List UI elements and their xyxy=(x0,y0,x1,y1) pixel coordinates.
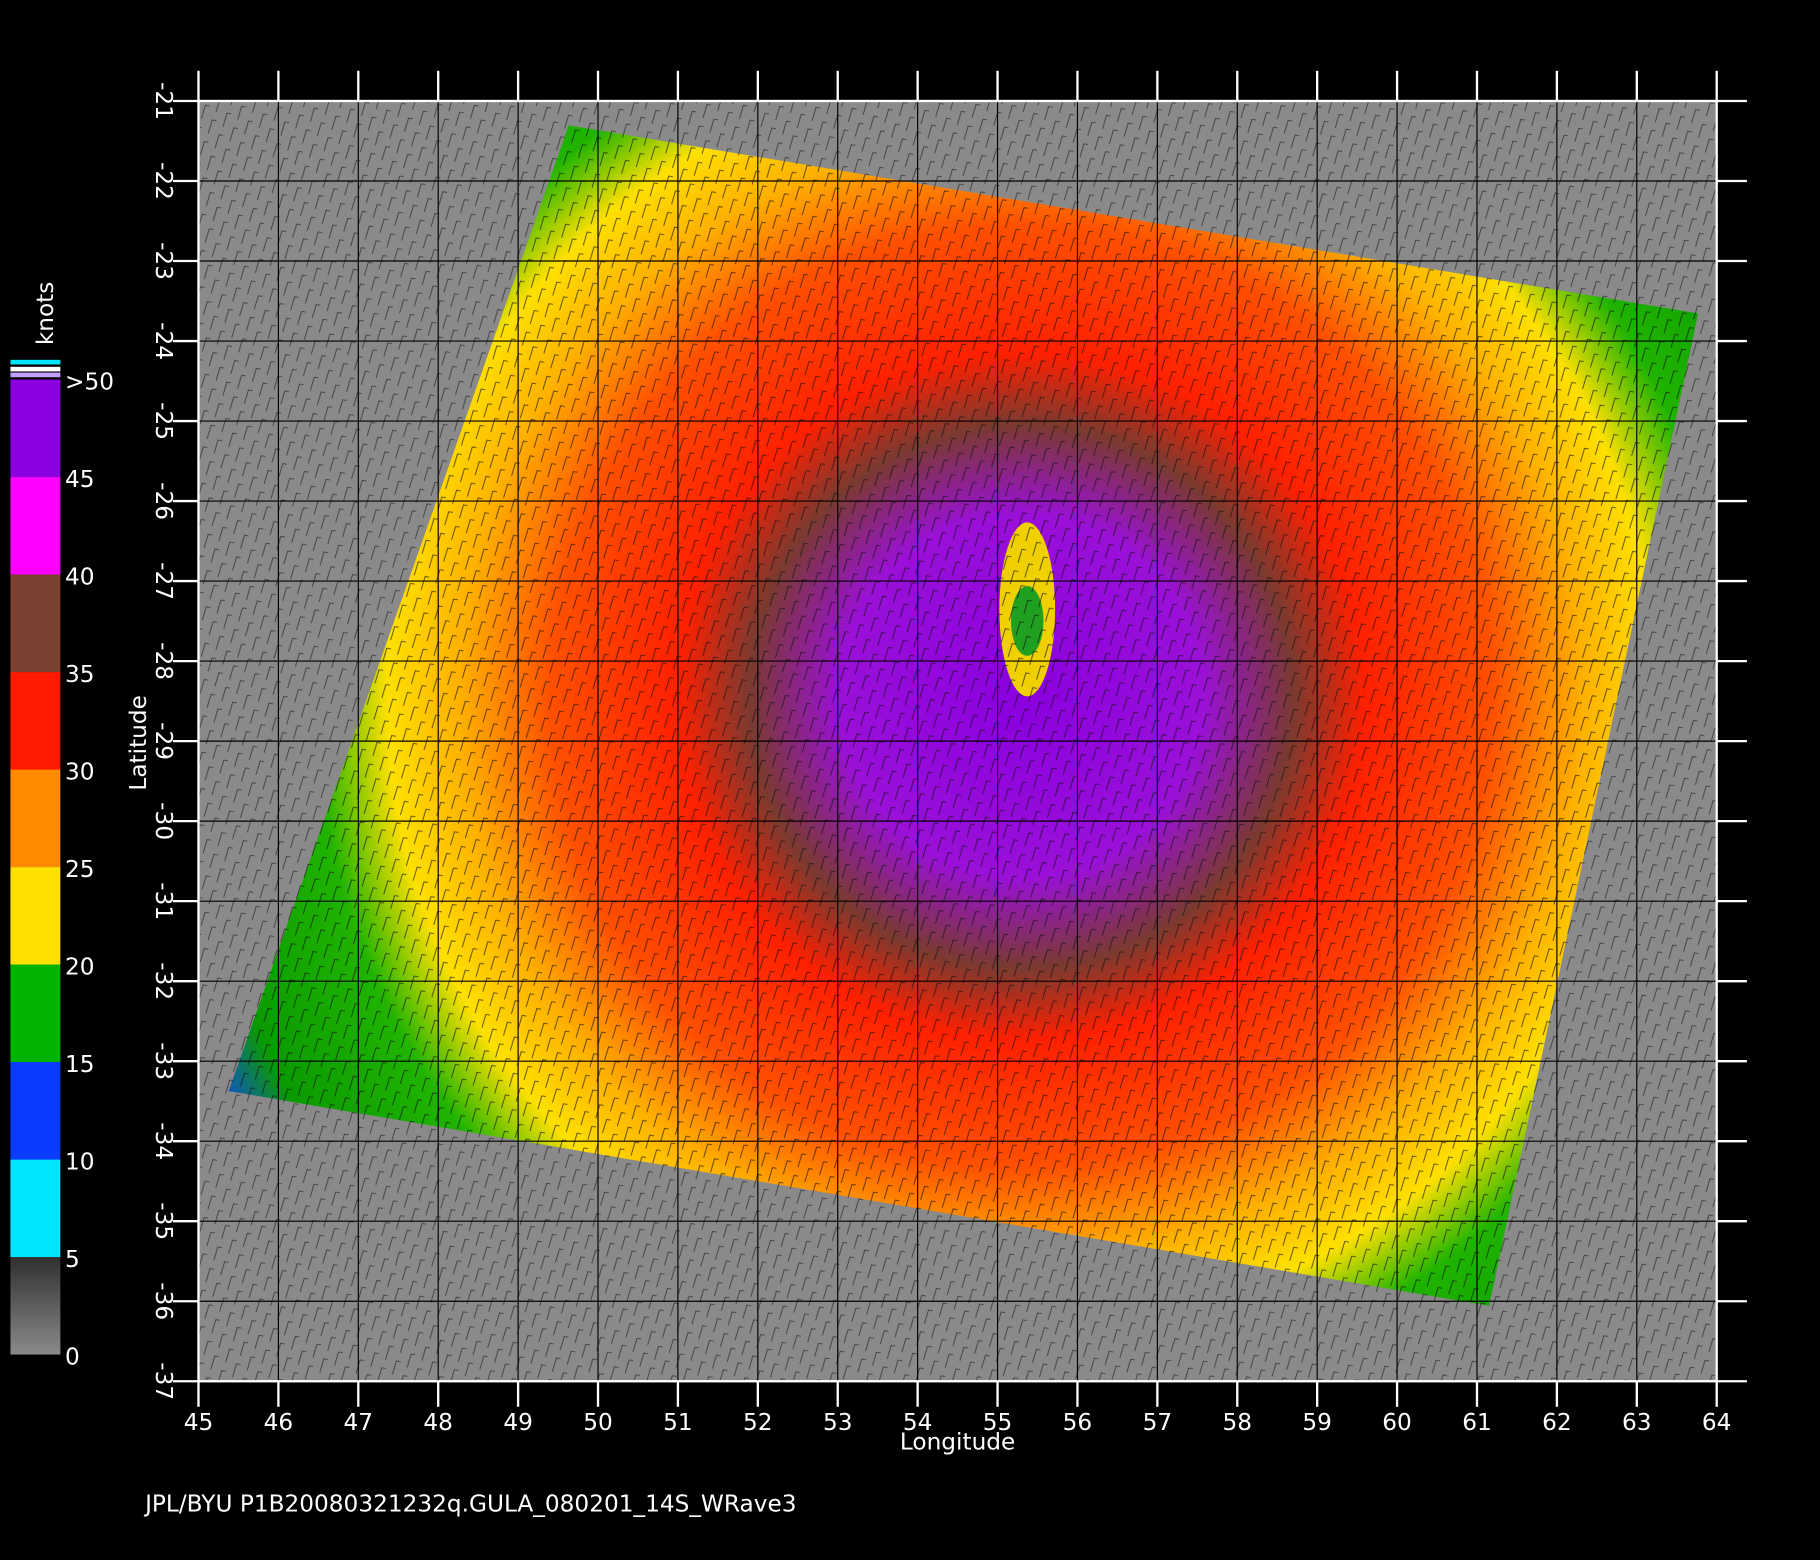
colorbar-segment xyxy=(10,1062,61,1160)
colorbar-label: >50 xyxy=(65,369,114,396)
colorbar-segment xyxy=(10,964,61,1063)
x-tick-label: 64 xyxy=(1702,1409,1732,1436)
colorbar-stripe xyxy=(10,372,61,378)
x-tick-label: 46 xyxy=(264,1409,294,1436)
y-tick-label: -24 xyxy=(150,322,177,360)
y-tick-label: -23 xyxy=(150,242,177,280)
x-tick-label: 47 xyxy=(344,1409,374,1436)
colorbar-segment xyxy=(10,1159,61,1258)
x-tick-label: 54 xyxy=(903,1409,933,1436)
y-tick-label: -35 xyxy=(150,1202,177,1240)
y-tick-label: -29 xyxy=(150,722,177,760)
colorbar-label: 0 xyxy=(65,1344,80,1371)
y-tick-label: -33 xyxy=(150,1042,177,1080)
colorbar-segment xyxy=(10,867,61,965)
y-tick-label: -22 xyxy=(150,162,177,200)
colorbar-label: 35 xyxy=(65,661,95,688)
x-tick-label: 55 xyxy=(983,1409,1013,1436)
x-tick-label: 53 xyxy=(823,1409,853,1436)
colorbar-label: 30 xyxy=(65,759,95,786)
x-tick-label: 51 xyxy=(663,1409,693,1436)
y-tick-label: -37 xyxy=(150,1362,177,1400)
x-tick-label: 62 xyxy=(1542,1409,1572,1436)
colorbar-segment xyxy=(10,769,61,868)
x-tick-label: 52 xyxy=(743,1409,773,1436)
colorbar-segment xyxy=(10,379,61,478)
x-tick-label: 57 xyxy=(1143,1409,1173,1436)
x-tick-label: 58 xyxy=(1222,1409,1252,1436)
y-tick-label: -27 xyxy=(150,562,177,600)
colorbar-label: 40 xyxy=(65,564,95,591)
y-axis-label: Latitude xyxy=(125,695,152,791)
x-axis-label: Longitude xyxy=(900,1429,1015,1456)
colorbar-label: 45 xyxy=(65,466,95,493)
y-tick-label: -30 xyxy=(150,802,177,840)
grid: 45 46 47 48 49 50 51 52 53 54 55 56 57 58 59 60 61 62 63 64… xyxy=(150,70,1747,1436)
colorbar-segment xyxy=(10,672,61,770)
x-tick-label: 61 xyxy=(1462,1409,1492,1436)
x-tick-label: 48 xyxy=(423,1409,453,1436)
x-tick-label: 59 xyxy=(1302,1409,1332,1436)
x-tick-label: 56 xyxy=(1063,1409,1093,1436)
colorbar-label: 10 xyxy=(65,1149,95,1176)
colorbar-label: 20 xyxy=(65,954,95,981)
y-tick-label: -21 xyxy=(150,82,177,120)
x-tick-label: 60 xyxy=(1382,1409,1412,1436)
colorbar: 0 5 10 15 20 25 30 35 40 45 >50 xyxy=(10,369,114,1371)
x-tick-label: 63 xyxy=(1622,1409,1652,1436)
plot-frame xyxy=(197,99,1718,1383)
colorbar-segment xyxy=(10,477,61,575)
x-tick-label: 45 xyxy=(184,1409,214,1436)
y-tick-label: -36 xyxy=(150,1282,177,1320)
y-tick-label: -32 xyxy=(150,962,177,1000)
colorbar-segment xyxy=(10,1257,61,1355)
y-tick-label: -25 xyxy=(150,402,177,440)
y-tick-label: -28 xyxy=(150,642,177,680)
y-tick-label: -34 xyxy=(150,1122,177,1160)
x-tick-label: 50 xyxy=(583,1409,613,1436)
colorbar-unit: knots xyxy=(32,282,59,346)
colorbar-segment xyxy=(10,574,61,673)
colorbar-label: 25 xyxy=(65,856,95,883)
colorbar-label: 5 xyxy=(65,1246,80,1273)
colorbar-label: 15 xyxy=(65,1051,95,1078)
colorbar-stripe xyxy=(10,359,61,365)
x-tick-label: 49 xyxy=(503,1409,533,1436)
y-tick-label: -31 xyxy=(150,882,177,920)
footer: JPL/BYU P1B20080321232q.GULA_080201_14S_… xyxy=(143,1490,796,1517)
y-tick-label: -26 xyxy=(150,482,177,520)
colorbar-stripe xyxy=(10,366,61,372)
